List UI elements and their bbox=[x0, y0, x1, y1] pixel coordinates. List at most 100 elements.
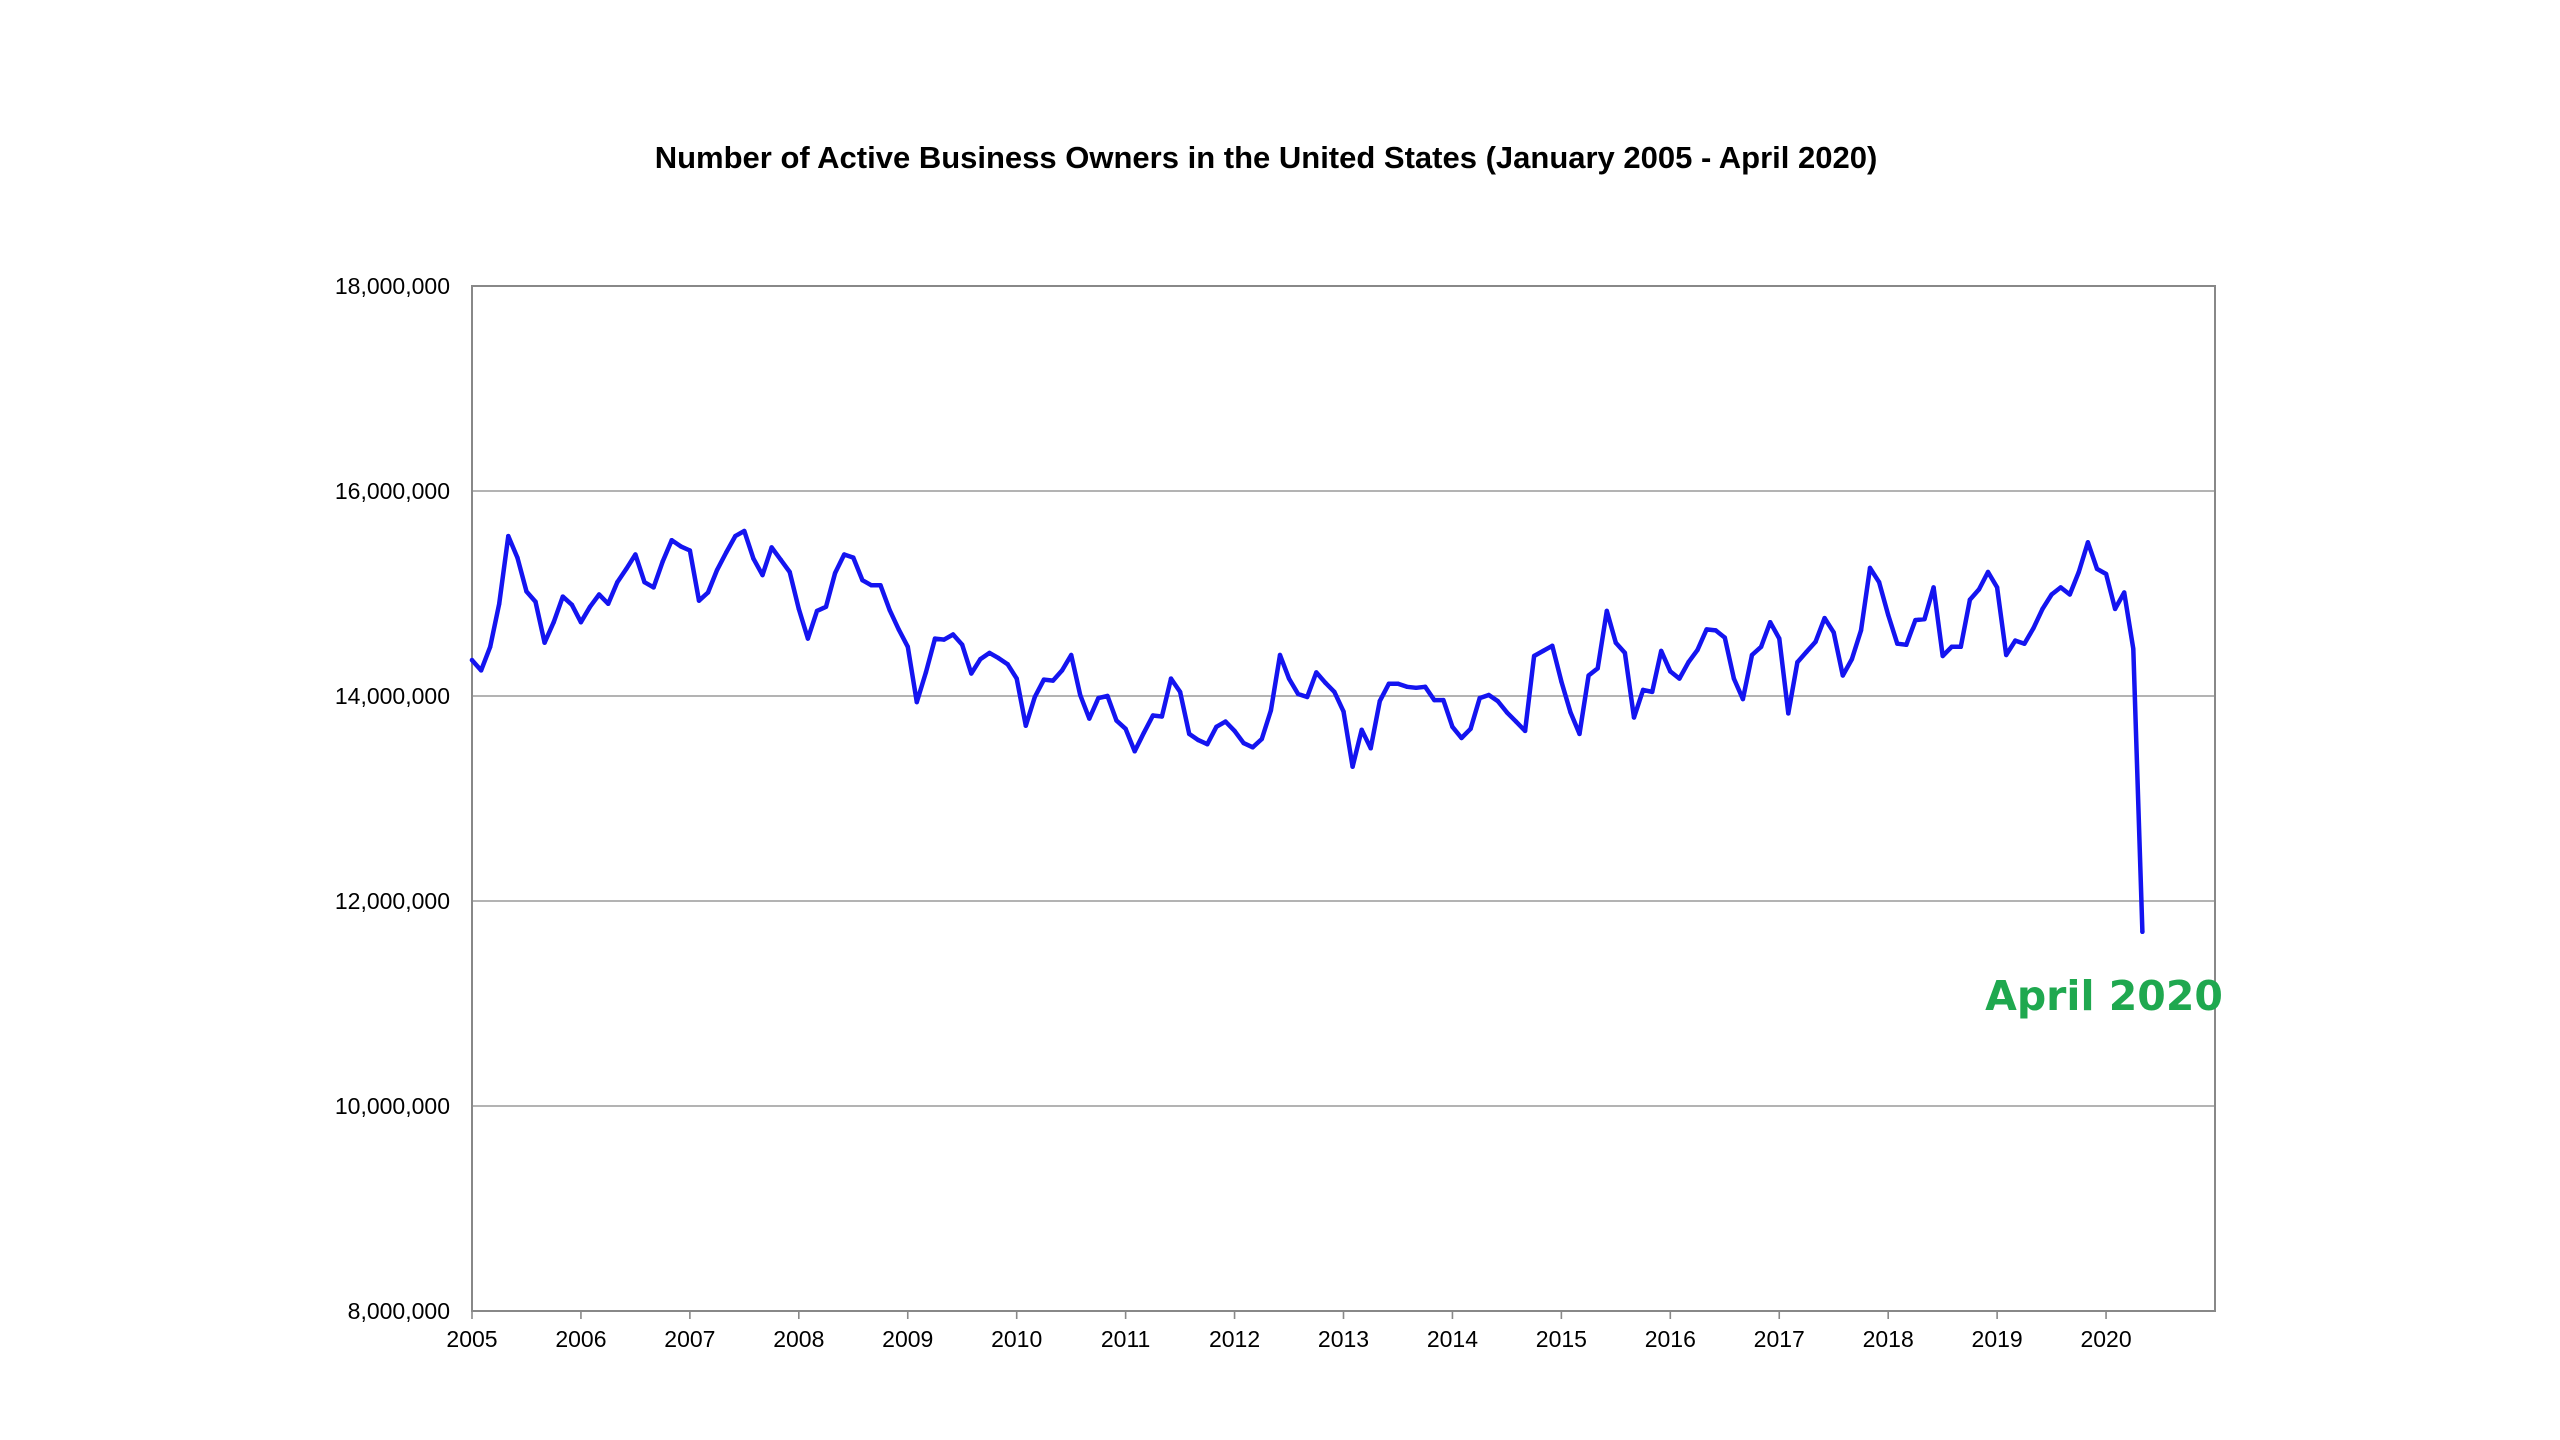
data-point bbox=[1277, 652, 1283, 658]
data-point bbox=[1032, 694, 1038, 700]
data-point bbox=[832, 570, 838, 576]
data-point bbox=[1668, 669, 1673, 674]
data-point bbox=[1413, 685, 1419, 690]
data-point bbox=[1786, 711, 1791, 716]
data-point bbox=[1005, 662, 1010, 667]
data-point bbox=[478, 668, 484, 673]
plot-area-frame bbox=[471, 285, 2216, 1312]
data-point bbox=[1804, 649, 1809, 655]
data-point bbox=[560, 594, 565, 599]
data-point bbox=[1205, 742, 1210, 747]
data-point bbox=[1622, 650, 1628, 656]
data-point bbox=[1704, 627, 1709, 632]
data-point bbox=[760, 572, 765, 578]
data-point bbox=[823, 604, 829, 609]
chart-title: Number of Active Business Owners in the … bbox=[655, 140, 1878, 175]
data-point bbox=[1323, 680, 1328, 685]
data-point bbox=[969, 671, 974, 676]
data-point bbox=[1541, 648, 1546, 654]
data-point bbox=[941, 637, 947, 642]
data-point bbox=[1495, 698, 1501, 704]
data-point bbox=[1577, 731, 1582, 737]
x-tick-label: 2005 bbox=[446, 1326, 497, 1352]
data-point bbox=[1795, 660, 1800, 665]
data-point bbox=[1332, 689, 1337, 695]
data-point bbox=[1432, 697, 1437, 703]
data-point bbox=[751, 556, 756, 561]
data-point bbox=[1613, 640, 1619, 645]
data-point bbox=[1441, 697, 1446, 703]
data-point bbox=[796, 606, 801, 612]
data-point bbox=[633, 552, 638, 557]
data-point bbox=[1386, 681, 1392, 686]
data-point bbox=[1922, 616, 1927, 622]
x-tick-label: 2012 bbox=[1209, 1326, 1260, 1352]
data-point bbox=[587, 604, 593, 609]
data-point bbox=[1876, 580, 1882, 585]
data-point bbox=[1250, 745, 1255, 750]
data-point bbox=[1014, 676, 1019, 681]
y-tick-label: 8,000,000 bbox=[348, 1298, 450, 1324]
data-point bbox=[1604, 608, 1610, 614]
annotation-april-2020: April 2020 bbox=[1985, 972, 2223, 1020]
data-point bbox=[2112, 606, 2118, 612]
data-point bbox=[742, 528, 747, 534]
data-point bbox=[1114, 718, 1119, 723]
data-point bbox=[869, 583, 874, 588]
data-point bbox=[1141, 730, 1147, 736]
data-point bbox=[506, 533, 511, 539]
data-point bbox=[678, 544, 683, 549]
data-point bbox=[2103, 571, 2109, 577]
x-tick-label: 2011 bbox=[1101, 1326, 1150, 1352]
data-point bbox=[2067, 592, 2072, 597]
data-point bbox=[1159, 714, 1165, 719]
data-point bbox=[2040, 606, 2045, 612]
data-point bbox=[1513, 719, 1519, 724]
data-point bbox=[1650, 689, 1655, 695]
data-point bbox=[1849, 656, 1855, 662]
data-point bbox=[606, 601, 611, 606]
data-point bbox=[1686, 660, 1691, 665]
data-point bbox=[2031, 626, 2036, 631]
data-point bbox=[1595, 666, 1600, 671]
data-point bbox=[1177, 689, 1183, 695]
data-point bbox=[778, 557, 783, 562]
data-point bbox=[1314, 670, 1319, 675]
data-point bbox=[1078, 692, 1083, 698]
data-point bbox=[1904, 642, 1909, 647]
data-point bbox=[1940, 653, 1945, 659]
data-point bbox=[2085, 540, 2091, 545]
data-point bbox=[569, 602, 575, 607]
data-point bbox=[1305, 694, 1310, 700]
data-point bbox=[1187, 731, 1192, 737]
data-point bbox=[1196, 737, 1201, 743]
data-point bbox=[615, 580, 620, 585]
data-point bbox=[1768, 620, 1773, 625]
data-point bbox=[1341, 709, 1346, 714]
data-point bbox=[987, 650, 992, 656]
data-point bbox=[1722, 635, 1728, 640]
data-point bbox=[1949, 644, 1954, 649]
data-point bbox=[1286, 676, 1292, 681]
data-point bbox=[814, 608, 820, 614]
data-point bbox=[860, 578, 865, 583]
data-point bbox=[1450, 724, 1455, 729]
data-point bbox=[932, 636, 938, 641]
data-point bbox=[2076, 569, 2081, 575]
data-point bbox=[551, 620, 556, 625]
data-point bbox=[1740, 696, 1746, 702]
data-point bbox=[1731, 676, 1737, 681]
data-point bbox=[2022, 641, 2027, 646]
data-point bbox=[1486, 692, 1492, 698]
data-point bbox=[1096, 695, 1101, 701]
data-point bbox=[533, 599, 538, 604]
data-point bbox=[1677, 676, 1682, 681]
x-tick-label: 2007 bbox=[664, 1326, 715, 1352]
data-point bbox=[1214, 724, 1219, 729]
data-point bbox=[1132, 749, 1137, 754]
data-point bbox=[978, 656, 983, 662]
data-point bbox=[1268, 708, 1274, 713]
data-point bbox=[1831, 630, 1836, 635]
data-point bbox=[1041, 677, 1047, 682]
